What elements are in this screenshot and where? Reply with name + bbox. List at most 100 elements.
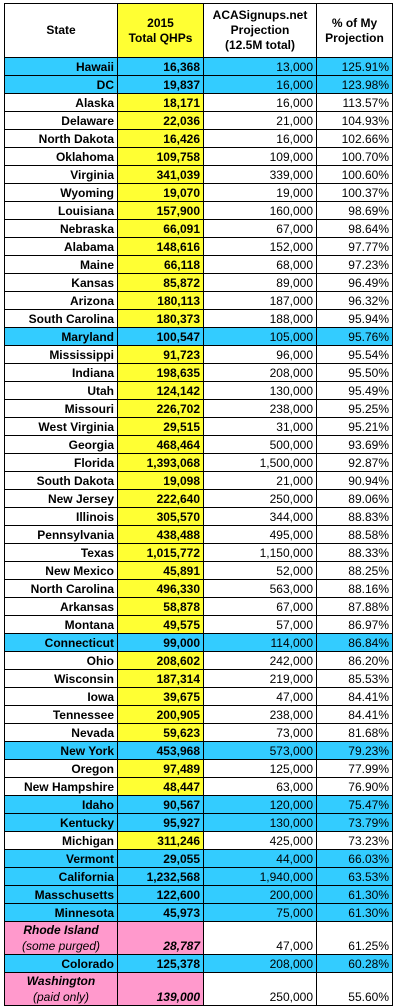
percent-cell[interactable]: 98.69% bbox=[316, 201, 393, 220]
state-cell[interactable]: Illinois bbox=[4, 507, 118, 526]
header-percent[interactable]: % of My Projection bbox=[316, 3, 393, 58]
percent-cell[interactable]: 84.41% bbox=[316, 705, 393, 724]
percent-cell[interactable]: 86.97% bbox=[316, 615, 393, 634]
percent-cell[interactable]: 75.47% bbox=[316, 795, 393, 814]
percent-cell[interactable]: 95.54% bbox=[316, 345, 393, 364]
state-cell[interactable]: Maine bbox=[4, 255, 118, 274]
qhp-cell[interactable]: 16,368 bbox=[117, 57, 204, 76]
state-cell[interactable]: Kansas bbox=[4, 273, 118, 292]
state-cell[interactable]: Arkansas bbox=[4, 597, 118, 616]
projection-cell[interactable]: 21,000 bbox=[203, 111, 317, 130]
percent-cell[interactable]: 96.49% bbox=[316, 273, 393, 292]
projection-cell[interactable]: 200,000 bbox=[203, 885, 317, 904]
projection-cell[interactable]: 130,000 bbox=[203, 813, 317, 832]
qhp-cell[interactable]: 468,464 bbox=[117, 435, 204, 454]
projection-cell[interactable]: 238,000 bbox=[203, 705, 317, 724]
projection-cell[interactable]: 344,000 bbox=[203, 507, 317, 526]
percent-cell[interactable]: 100.60% bbox=[316, 165, 393, 184]
projection-cell[interactable]: 13,000 bbox=[203, 57, 317, 76]
projection-cell[interactable]: 52,000 bbox=[203, 561, 317, 580]
percent-cell[interactable]: 95.25% bbox=[316, 399, 393, 418]
projection-cell[interactable]: 219,000 bbox=[203, 669, 317, 688]
percent-cell[interactable]: 125.91% bbox=[316, 57, 393, 76]
state-cell[interactable]: Maryland bbox=[4, 327, 118, 346]
percent-cell[interactable]: 95.76% bbox=[316, 327, 393, 346]
state-cell[interactable]: Arizona bbox=[4, 291, 118, 310]
projection-cell[interactable]: 120,000 bbox=[203, 795, 317, 814]
projection-cell[interactable]: 208,000 bbox=[203, 363, 317, 382]
state-cell[interactable]: Indiana bbox=[4, 363, 118, 382]
state-cell[interactable]: New Mexico bbox=[4, 561, 118, 580]
percent-cell[interactable]: 98.64% bbox=[316, 219, 393, 238]
projection-cell[interactable]: 208,000 bbox=[203, 954, 317, 973]
percent-cell[interactable]: 61.25% bbox=[316, 921, 393, 955]
projection-cell[interactable]: 63,000 bbox=[203, 777, 317, 796]
percent-cell[interactable]: 92.87% bbox=[316, 453, 393, 472]
percent-cell[interactable]: 95.94% bbox=[316, 309, 393, 328]
state-cell[interactable]: Michigan bbox=[4, 831, 118, 850]
projection-cell[interactable]: 114,000 bbox=[203, 633, 317, 652]
qhp-cell[interactable]: 19,070 bbox=[117, 183, 204, 202]
qhp-cell[interactable]: 39,675 bbox=[117, 687, 204, 706]
projection-cell[interactable]: 67,000 bbox=[203, 597, 317, 616]
state-cell[interactable]: Iowa bbox=[4, 687, 118, 706]
projection-cell[interactable]: 242,000 bbox=[203, 651, 317, 670]
projection-cell[interactable]: 75,000 bbox=[203, 903, 317, 922]
percent-cell[interactable]: 123.98% bbox=[316, 75, 393, 94]
state-cell[interactable]: Connecticut bbox=[4, 633, 118, 652]
percent-cell[interactable]: 96.32% bbox=[316, 291, 393, 310]
qhp-cell[interactable]: 139,000 bbox=[117, 972, 204, 1006]
qhp-cell[interactable]: 85,872 bbox=[117, 273, 204, 292]
qhp-cell[interactable]: 496,330 bbox=[117, 579, 204, 598]
state-cell[interactable]: Alaska bbox=[4, 93, 118, 112]
projection-cell[interactable]: 160,000 bbox=[203, 201, 317, 220]
percent-cell[interactable]: 63.53% bbox=[316, 867, 393, 886]
state-cell[interactable]: Virginia bbox=[4, 165, 118, 184]
percent-cell[interactable]: 113.57% bbox=[316, 93, 393, 112]
qhp-cell[interactable]: 29,515 bbox=[117, 417, 204, 436]
projection-cell[interactable]: 1,940,000 bbox=[203, 867, 317, 886]
projection-cell[interactable]: 47,000 bbox=[203, 921, 317, 955]
qhp-cell[interactable]: 45,973 bbox=[117, 903, 204, 922]
state-cell[interactable]: New Hampshire bbox=[4, 777, 118, 796]
state-cell[interactable]: Kentucky bbox=[4, 813, 118, 832]
qhp-cell[interactable]: 438,488 bbox=[117, 525, 204, 544]
projection-cell[interactable]: 16,000 bbox=[203, 93, 317, 112]
state-cell[interactable]: Georgia bbox=[4, 435, 118, 454]
projection-cell[interactable]: 57,000 bbox=[203, 615, 317, 634]
qhp-cell[interactable]: 66,091 bbox=[117, 219, 204, 238]
state-cell[interactable]: Tennessee bbox=[4, 705, 118, 724]
projection-cell[interactable]: 73,000 bbox=[203, 723, 317, 742]
projection-cell[interactable]: 425,000 bbox=[203, 831, 317, 850]
projection-cell[interactable]: 19,000 bbox=[203, 183, 317, 202]
qhp-cell[interactable]: 59,623 bbox=[117, 723, 204, 742]
qhp-cell[interactable]: 453,968 bbox=[117, 741, 204, 760]
qhp-cell[interactable]: 222,640 bbox=[117, 489, 204, 508]
qhp-cell[interactable]: 200,905 bbox=[117, 705, 204, 724]
percent-cell[interactable]: 76.90% bbox=[316, 777, 393, 796]
projection-cell[interactable]: 47,000 bbox=[203, 687, 317, 706]
qhp-cell[interactable]: 148,616 bbox=[117, 237, 204, 256]
projection-cell[interactable]: 16,000 bbox=[203, 75, 317, 94]
projection-cell[interactable]: 125,000 bbox=[203, 759, 317, 778]
qhp-cell[interactable]: 48,447 bbox=[117, 777, 204, 796]
state-cell[interactable]: Nevada bbox=[4, 723, 118, 742]
header-total-qhps[interactable]: 2015 Total QHPs bbox=[117, 3, 204, 58]
state-cell[interactable]: Wisconsin bbox=[4, 669, 118, 688]
qhp-cell[interactable]: 19,098 bbox=[117, 471, 204, 490]
state-cell[interactable]: North Dakota bbox=[4, 129, 118, 148]
projection-cell[interactable]: 89,000 bbox=[203, 273, 317, 292]
qhp-cell[interactable]: 180,113 bbox=[117, 291, 204, 310]
projection-cell[interactable]: 250,000 bbox=[203, 972, 317, 1006]
percent-cell[interactable]: 100.70% bbox=[316, 147, 393, 166]
state-cell[interactable]: Idaho bbox=[4, 795, 118, 814]
state-cell[interactable]: California bbox=[4, 867, 118, 886]
percent-cell[interactable]: 88.83% bbox=[316, 507, 393, 526]
qhp-cell[interactable]: 198,635 bbox=[117, 363, 204, 382]
state-cell[interactable]: Texas bbox=[4, 543, 118, 562]
percent-cell[interactable]: 93.69% bbox=[316, 435, 393, 454]
qhp-cell[interactable]: 49,575 bbox=[117, 615, 204, 634]
qhp-cell[interactable]: 1,232,568 bbox=[117, 867, 204, 886]
state-cell[interactable]: Florida bbox=[4, 453, 118, 472]
percent-cell[interactable]: 61.30% bbox=[316, 885, 393, 904]
